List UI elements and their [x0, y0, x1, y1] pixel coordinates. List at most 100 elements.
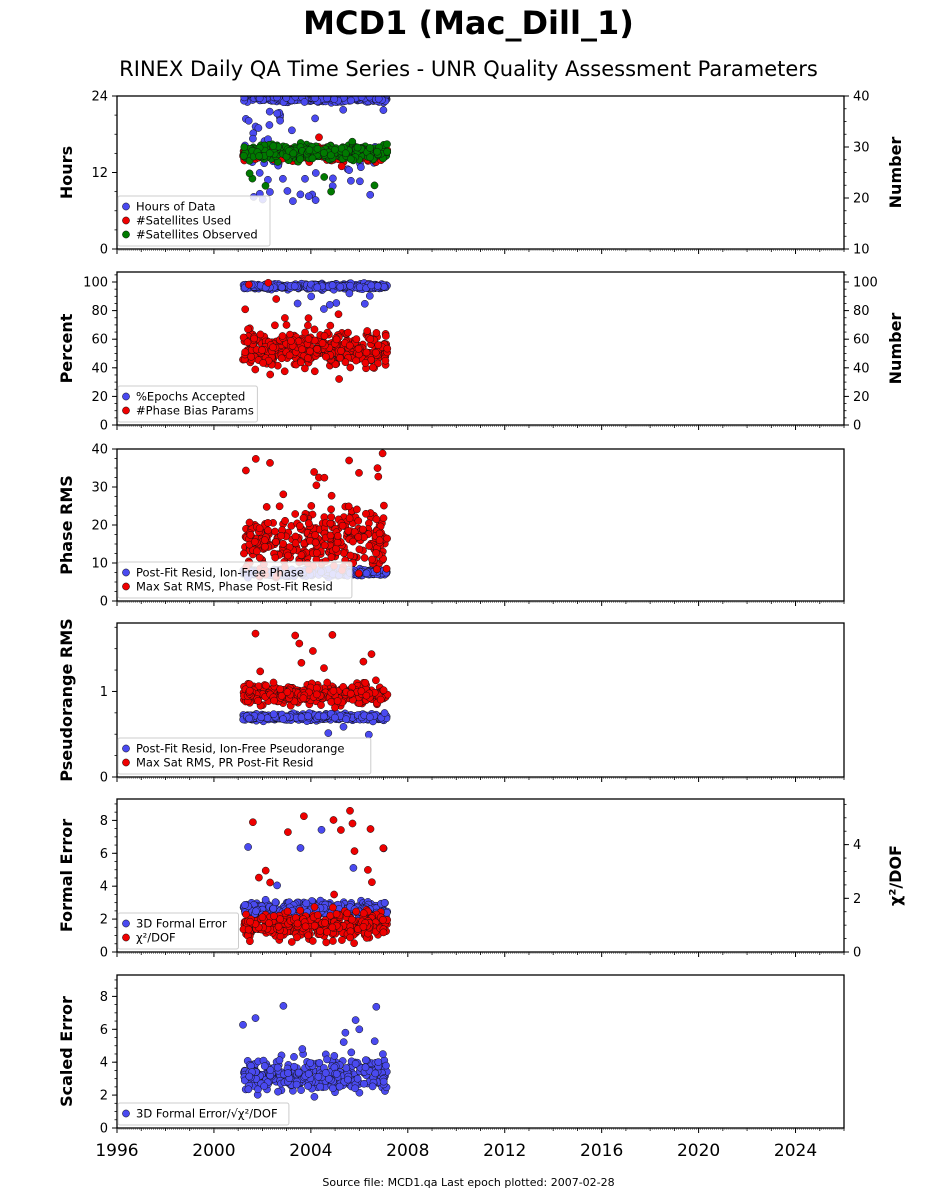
- data-point: [320, 712, 328, 721]
- data-point: [251, 455, 260, 463]
- y2-tick-label: 40: [853, 90, 870, 105]
- data-point: [366, 190, 375, 199]
- data-point: [375, 536, 384, 545]
- data-point: [244, 116, 253, 125]
- data-point: [279, 539, 287, 548]
- data-point: [295, 639, 304, 648]
- data-point: [304, 519, 313, 528]
- data-point: [312, 481, 321, 490]
- data-point: [279, 174, 287, 183]
- data-point: [310, 468, 318, 476]
- legend-marker: [122, 568, 130, 577]
- data-point: [339, 105, 348, 114]
- data-point: [332, 544, 340, 553]
- data-point: [320, 332, 329, 340]
- data-point: [324, 729, 333, 737]
- data-point: [355, 469, 363, 477]
- data-point: [277, 354, 286, 363]
- data-point: [240, 143, 249, 151]
- legend-marker: [122, 744, 130, 753]
- data-point: [255, 553, 264, 562]
- y-tick-label: 20: [91, 390, 108, 405]
- data-point: [299, 514, 308, 522]
- data-point: [280, 367, 289, 376]
- data-point: [364, 730, 373, 739]
- y2-tick-label: 40: [853, 361, 870, 376]
- data-point: [269, 710, 278, 719]
- y2-tick-label: 100: [853, 276, 878, 291]
- data-point: [383, 140, 391, 149]
- y2-axis-label: Number: [886, 137, 905, 209]
- data-point: [255, 152, 263, 160]
- data-point: [353, 505, 361, 514]
- data-point: [301, 328, 309, 337]
- y-tick-label: 60: [91, 333, 108, 348]
- data-points: [239, 806, 392, 948]
- data-point: [375, 529, 384, 538]
- data-point: [342, 715, 350, 724]
- y-tick-label: 30: [91, 481, 108, 496]
- data-point: [347, 96, 355, 105]
- data-point: [346, 689, 355, 698]
- data-point: [320, 541, 329, 550]
- data-point: [379, 514, 388, 522]
- y-tick-label: 40: [91, 361, 108, 376]
- data-point: [366, 153, 374, 162]
- data-point: [330, 96, 339, 104]
- data-point: [304, 354, 312, 363]
- data-point: [327, 513, 336, 521]
- legend: Hours of Data#Satellites Used#Satellites…: [117, 195, 271, 247]
- legend-label: Post-Fit Resid, Ion-Free Pseudorange: [136, 742, 344, 756]
- data-point: [313, 283, 322, 292]
- data-point: [269, 142, 278, 150]
- y-tick-label: 24: [91, 90, 108, 105]
- data-point: [345, 289, 354, 298]
- chart-title: MCD1 (Mac_Dill_1): [303, 4, 634, 42]
- data-point: [346, 281, 355, 290]
- data-point: [371, 348, 380, 357]
- data-point: [355, 545, 364, 554]
- data-point: [291, 631, 300, 640]
- data-point: [382, 332, 390, 340]
- data-point: [354, 344, 363, 353]
- data-point: [332, 335, 341, 344]
- data-point: [354, 517, 363, 525]
- data-point: [380, 709, 389, 717]
- y2-tick-label: 0: [853, 419, 861, 434]
- data-point: [358, 525, 367, 534]
- data-point: [352, 335, 361, 343]
- data-point: [362, 691, 371, 700]
- y-tick-label: 0: [100, 419, 108, 434]
- data-point: [264, 519, 272, 527]
- data-point: [357, 163, 365, 172]
- data-point: [245, 714, 253, 723]
- data-point: [311, 196, 320, 204]
- data-point: [251, 629, 260, 638]
- data-point: [271, 321, 279, 330]
- data-point: [254, 697, 262, 705]
- data-point: [259, 359, 267, 367]
- data-point: [381, 356, 390, 365]
- y-tick-label: 100: [83, 276, 108, 291]
- data-point: [336, 283, 345, 291]
- data-point: [346, 155, 355, 164]
- data-point: [245, 686, 254, 695]
- data-point: [262, 503, 271, 511]
- legend: %Epochs Accepted#Phase Bias Params: [117, 385, 258, 423]
- data-point: [262, 681, 270, 690]
- legend-marker: [122, 230, 130, 239]
- legend-marker: [122, 392, 130, 401]
- data-point: [372, 676, 380, 685]
- data-point: [357, 96, 366, 101]
- data-point: [264, 278, 273, 287]
- data-point: [255, 169, 264, 177]
- y-axis-label: Percent: [57, 313, 76, 383]
- legend-marker: [122, 216, 130, 225]
- data-point: [372, 515, 381, 524]
- data-point: [287, 337, 295, 345]
- data-point: [327, 187, 335, 196]
- data-point: [325, 300, 334, 309]
- data-point: [271, 553, 280, 562]
- data-point: [362, 569, 371, 578]
- data-point: [327, 151, 335, 160]
